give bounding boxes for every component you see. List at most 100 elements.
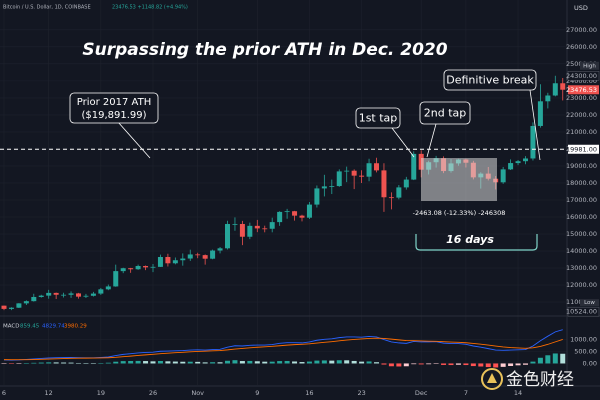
macd-histogram-bar <box>143 361 149 364</box>
x-tick-label: Nov <box>191 389 204 397</box>
macd-histogram-bar <box>120 361 126 364</box>
candle-body <box>359 175 365 177</box>
currency: USD <box>574 4 588 12</box>
macd-histogram-bar <box>306 361 312 364</box>
macd-histogram-bar <box>1 363 7 364</box>
candle-body <box>150 266 156 268</box>
callout-box <box>443 69 537 91</box>
x-tick-label: 7 <box>464 389 468 397</box>
candle-body <box>411 153 417 180</box>
macd-histogram-bar <box>515 363 521 366</box>
candle-body <box>515 161 521 164</box>
candle-body <box>195 254 201 256</box>
low-label: 10524.00 <box>566 308 597 316</box>
candle-body <box>61 294 67 296</box>
candle-body <box>90 293 96 296</box>
y-tick-label: 16000.00 <box>566 213 597 221</box>
candle-body <box>500 169 506 183</box>
macd-histogram-bar <box>403 363 409 367</box>
y-tick-label: 13000.00 <box>566 264 597 272</box>
candle-body <box>46 292 52 296</box>
candle-body <box>351 170 357 176</box>
macd-legend-name: MACD <box>3 324 20 330</box>
macd-histogram-bar <box>150 361 156 364</box>
macd-histogram-bar <box>284 360 290 364</box>
macd-histogram-bar <box>38 362 44 364</box>
callout-box <box>419 101 471 125</box>
macd-histogram-bar <box>98 363 104 364</box>
callout-pointer <box>426 123 437 158</box>
callout-text: Definitive break <box>446 74 534 87</box>
candle-body <box>172 260 178 264</box>
macd-histogram-bar <box>68 362 74 364</box>
macd-histogram-bar <box>254 361 260 364</box>
macd-histogram-bar <box>61 362 67 364</box>
candle-body <box>552 83 558 96</box>
candle-body <box>388 197 394 199</box>
macd-histogram-bar <box>411 363 417 365</box>
macd-histogram-bar <box>329 360 335 364</box>
y-tick-label: 15000.00 <box>566 230 597 238</box>
candle-body <box>53 292 59 295</box>
macd-line <box>3 337 563 361</box>
x-tick-label: Dec <box>415 389 428 397</box>
macd-histogram-bar <box>374 362 379 364</box>
x-tick-label: 19 <box>97 389 105 397</box>
macd-histogram-bar <box>426 363 432 365</box>
macd-histogram-bar <box>381 363 387 365</box>
callout-box <box>355 107 401 129</box>
watermark-text: 金色财经 <box>506 370 574 390</box>
candle-body <box>299 215 305 218</box>
callout-box <box>69 92 159 124</box>
macd-histogram-bar <box>508 363 514 367</box>
candle-body <box>128 268 134 270</box>
candle-body <box>277 211 283 223</box>
macd-histogram-bar <box>530 361 536 364</box>
macd-histogram-bar <box>135 360 141 364</box>
candle-body <box>157 256 163 267</box>
macd-histogram-bar <box>247 360 253 364</box>
macd-legend-reading: 3980.29 <box>64 324 87 330</box>
macd-histogram-bar <box>90 363 96 364</box>
candle-body <box>1 305 7 309</box>
y-tick-label: 24000.00 <box>566 77 597 85</box>
macd-histogram-bar <box>537 357 543 364</box>
candle-body <box>284 211 290 213</box>
candle-body <box>545 95 551 102</box>
candle-body <box>329 186 335 187</box>
candle-body <box>321 186 327 189</box>
symbol: Bitcoin / U.S. Dollar, 1D, COINBASE <box>3 5 91 11</box>
y-tick-label: 27000.00 <box>566 26 597 34</box>
macd-histogram-bar <box>321 360 327 364</box>
macd-histogram-bar <box>23 363 29 364</box>
y-tick-label: 17000.00 <box>566 196 597 204</box>
macd-histogram-bar <box>105 362 111 364</box>
y-tick-label: 19000.00 <box>566 162 597 170</box>
candle-body <box>336 171 342 187</box>
candle-body <box>217 248 223 251</box>
macd-histogram-bar <box>463 363 469 366</box>
candle-body <box>314 188 320 205</box>
candle-body <box>374 163 379 171</box>
candle-body <box>8 307 14 309</box>
y-tick-label: 14000.00 <box>566 247 597 255</box>
macd-histogram-bar <box>239 361 245 364</box>
candle-body <box>113 271 119 287</box>
macd-tick-label: 0.00 <box>583 359 597 367</box>
callout-text: 2nd tap <box>424 107 467 120</box>
macd-histogram-bar <box>441 363 447 365</box>
candle-body <box>16 303 22 308</box>
candle-body <box>105 286 111 290</box>
macd-histogram-bar <box>195 361 201 364</box>
reference-label-box <box>568 144 599 154</box>
y-tick-label: 26000.00 <box>566 43 597 51</box>
candle-body <box>262 228 268 230</box>
macd-histogram-bar <box>493 363 499 368</box>
high-label: 24300.00 <box>566 72 597 80</box>
macd-histogram-bar <box>552 353 558 364</box>
macd-histogram-bar <box>336 360 342 364</box>
macd-legend-reading: 4829.74 <box>42 324 65 330</box>
low-tag: Low <box>584 300 595 306</box>
